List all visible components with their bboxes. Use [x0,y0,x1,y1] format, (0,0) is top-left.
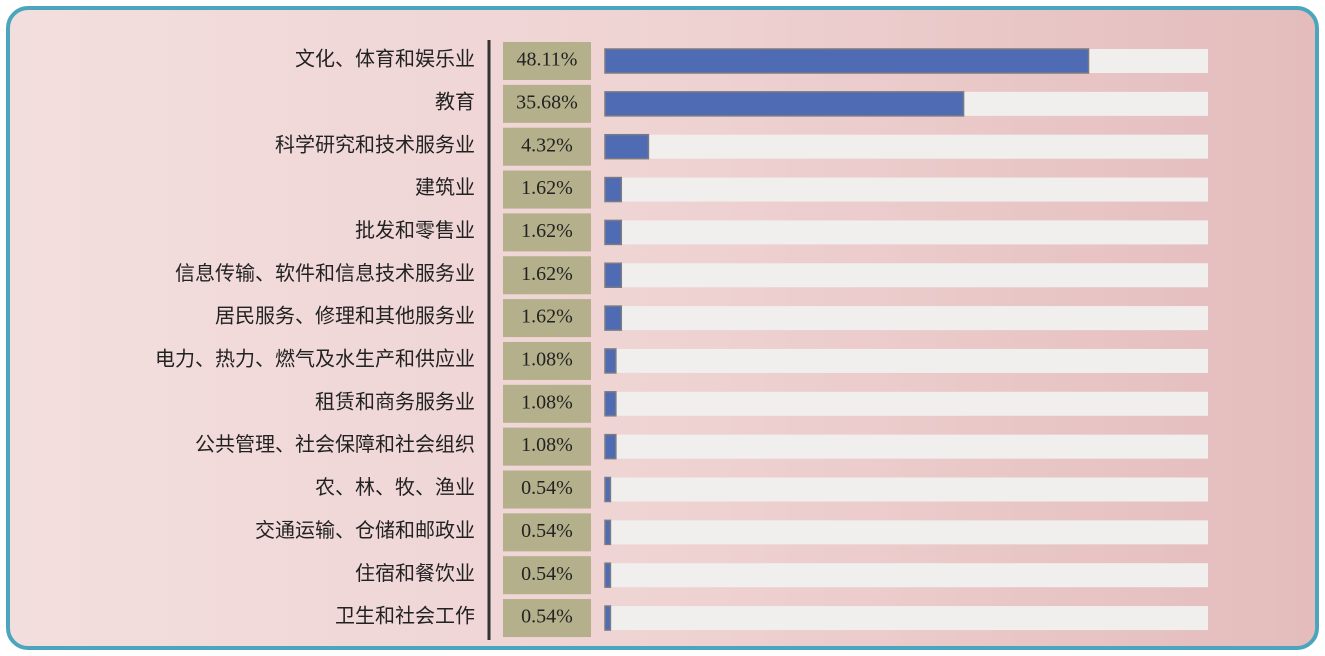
bar-track [605,606,1208,631]
value-label-box [503,84,591,123]
value-label-box [503,127,591,166]
bar [604,91,965,117]
category-label: 公共管理、社会保障和社会组织 [195,433,475,456]
value-label-box [503,427,591,466]
category-label: 住宿和餐饮业 [355,562,475,585]
value-label: 1.08% [521,434,573,456]
bar-track [605,177,1208,202]
value-label-box [503,299,591,338]
value-label-box [503,341,591,380]
value-label: 1.62% [521,177,573,199]
bar-track [605,263,1208,288]
category-label: 建筑业 [415,176,475,199]
bar [604,562,612,588]
bar [604,476,612,503]
category-label: 电力、热力、燃气及水生产和供应业 [155,348,475,371]
value-label-box [503,213,591,252]
bar [604,391,617,417]
bar [604,262,623,288]
category-label: 科学研究和技术服务业 [275,133,475,156]
category-label: 农、林、牧、渔业 [315,476,475,499]
bar-track [605,391,1208,416]
value-label: 0.54% [521,606,573,628]
value-label: 48.11% [517,49,578,71]
bar [604,219,623,246]
bar [604,176,623,203]
category-label: 卫生和社会工作 [335,605,475,628]
value-label: 1.62% [521,306,573,328]
bar-track [605,477,1208,502]
category-label: 居民服务、修理和其他服务业 [215,305,475,328]
value-label: 0.54% [521,477,573,499]
bar-track [605,348,1208,373]
bar [604,605,612,631]
value-label: 1.62% [521,263,573,285]
category-label: 批发和零售业 [355,219,475,242]
bar [604,348,617,374]
bar-track [605,434,1208,459]
category-label: 信息传输、软件和信息技术服务业 [175,262,475,285]
value-label-box [503,42,591,80]
value-label: 35.68% [516,91,578,113]
value-label-box [503,384,591,423]
bar [604,433,617,460]
value-label: 4.32% [521,134,573,156]
value-label-box [503,599,591,638]
category-label: 租赁和商务服务业 [315,390,475,413]
bar-track [605,306,1208,331]
bar [604,305,623,331]
bar [604,133,650,160]
bar [604,519,612,546]
value-label: 0.54% [521,563,573,585]
bar [604,48,1090,74]
category-label: 教育 [435,90,475,113]
value-label-box [503,256,591,295]
category-label: 交通运输、仓储和邮政业 [255,519,475,542]
value-label-box [503,470,591,509]
value-label: 1.62% [521,220,573,242]
value-label: 1.08% [521,391,573,413]
category-label: 文化、体育和娱乐业 [295,48,475,71]
bar-track [605,220,1208,245]
value-label-box [503,170,591,209]
value-label: 1.08% [521,349,573,371]
bar-track [605,134,1208,159]
bar-track [605,520,1208,545]
value-label-box [503,556,591,595]
value-label-box [503,513,591,552]
value-label: 0.54% [521,520,573,542]
bar-track [605,563,1208,588]
